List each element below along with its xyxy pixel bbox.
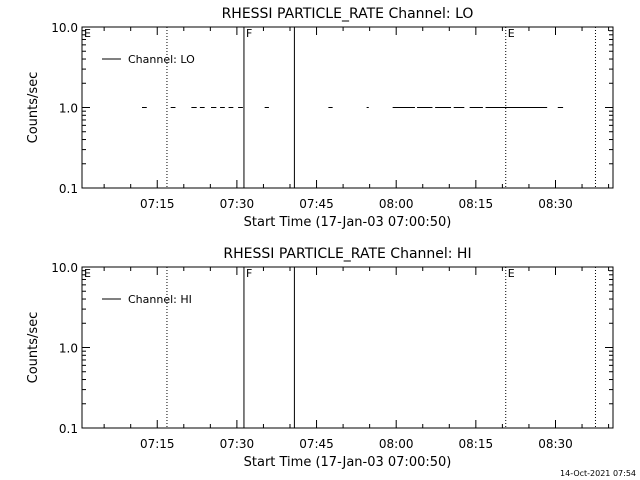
x-tick-label-0-3: 08:00 [379,197,414,211]
legend-label-1: Channel: HI [128,293,192,306]
event-marker-label-1-2: F [246,267,252,280]
x-tick-label-1-0: 07:15 [140,437,175,451]
x-tick-label-1-5: 08:30 [538,437,573,451]
y-tick-label-0-2: 10.0 [51,21,78,35]
chart-title-0: RHESSI PARTICLE_RATE Channel: LO [222,6,474,22]
event-marker-label-1-4: E [508,267,515,280]
event-marker-label-1-0: E [84,267,91,280]
x-tick-label-1-4: 08:15 [459,437,494,451]
y-axis-label-0: Counts/sec [26,72,41,144]
x-tick-label-1-1: 07:30 [220,437,255,451]
x-tick-label-0-2: 07:45 [299,197,334,211]
x-tick-label-0-4: 08:15 [459,197,494,211]
legend-label-0: Channel: LO [128,53,195,66]
x-tick-label-0-1: 07:30 [220,197,255,211]
y-tick-label-0-0: 0.1 [59,182,78,196]
x-tick-label-0-0: 07:15 [140,197,175,211]
event-marker-label-0-0: E [84,27,91,40]
y-tick-label-1-0: 0.1 [59,422,78,436]
x-axis-label-1: Start Time (17-Jan-03 07:00:50) [244,455,452,470]
x-axis-label-0: Start Time (17-Jan-03 07:00:50) [244,215,452,230]
y-tick-label-1-2: 10.0 [51,261,78,275]
y-axis-label-1: Counts/sec [26,312,41,384]
x-tick-label-1-2: 07:45 [299,437,334,451]
chart-title-1: RHESSI PARTICLE_RATE Channel: HI [223,246,471,262]
event-marker-label-0-4: E [508,27,515,40]
y-tick-label-0-1: 1.0 [59,102,78,116]
footer-timestamp: 14-Oct-2021 07:54 [560,469,636,478]
y-tick-label-1-1: 1.0 [59,342,78,356]
event-marker-label-0-2: F [246,27,252,40]
plot-frame-1 [81,266,614,429]
x-tick-label-1-3: 08:00 [379,437,414,451]
x-tick-label-0-5: 08:30 [538,197,573,211]
